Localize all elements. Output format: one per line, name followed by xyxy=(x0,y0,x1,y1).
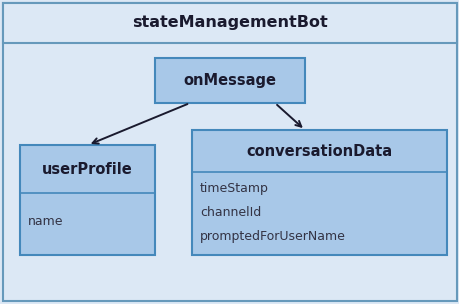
Text: timeStamp: timeStamp xyxy=(200,182,269,195)
Bar xyxy=(20,145,155,255)
Text: promptedForUserName: promptedForUserName xyxy=(200,230,345,243)
Bar xyxy=(3,3,456,43)
Text: userProfile: userProfile xyxy=(42,161,133,177)
Text: conversationData: conversationData xyxy=(246,143,392,158)
Text: stateManagementBot: stateManagementBot xyxy=(132,16,327,30)
Text: name: name xyxy=(28,216,63,228)
Text: onMessage: onMessage xyxy=(183,73,276,88)
Bar xyxy=(191,130,446,255)
Text: channelId: channelId xyxy=(200,206,261,219)
Bar xyxy=(155,58,304,103)
